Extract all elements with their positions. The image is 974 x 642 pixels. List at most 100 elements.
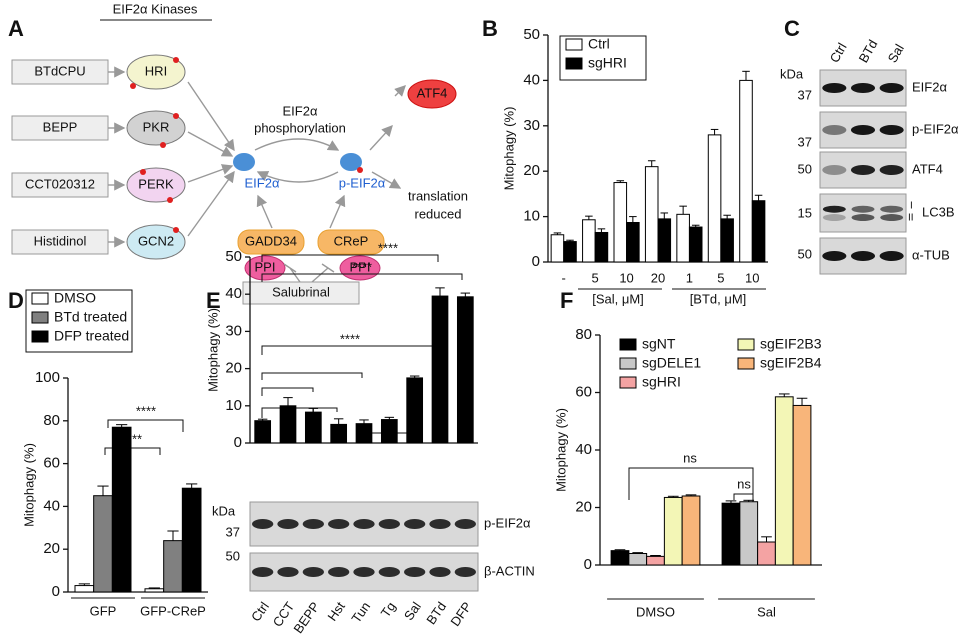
legend-swatch (31, 311, 49, 324)
error-bar (359, 419, 369, 424)
blot-band (822, 83, 847, 93)
bar (739, 501, 759, 566)
panel-label: F (560, 288, 573, 313)
kda-label: kDa (780, 66, 804, 81)
kinases: HRI PKR PERK GCN2 (126, 54, 235, 260)
y-tick-label: 50 (225, 248, 242, 265)
error-bar (409, 375, 420, 378)
sig-bracket (261, 407, 338, 418)
y-tick-label: 10 (523, 208, 540, 225)
p-eif2a-label: p-EIF2α (339, 175, 386, 190)
phospho-dot (173, 227, 179, 233)
arrow (256, 194, 273, 229)
bar (582, 219, 596, 263)
legend-swatch (565, 38, 583, 51)
bar (431, 295, 449, 444)
legend-label: DMSO (54, 290, 96, 306)
phosphatase-shape (237, 229, 305, 255)
atf4-shape (407, 79, 457, 109)
blot-band (850, 125, 876, 135)
bar (720, 218, 734, 263)
y-tick-label: 40 (225, 285, 242, 302)
bar (304, 411, 322, 444)
blot-background (819, 193, 907, 233)
error-bar (148, 587, 160, 589)
blot-band (277, 567, 299, 577)
error-bar (629, 216, 637, 223)
mw-marker: 50 (798, 161, 812, 176)
y-axis-label: Mitophagy (%) (501, 107, 516, 191)
ppi-label: PPI (255, 259, 276, 274)
bar (74, 585, 95, 593)
x-tick-label: Tg (378, 599, 399, 620)
arrow (187, 81, 235, 152)
legend-label: sgDELE1 (642, 355, 701, 371)
eif2a-label: EIF2α (245, 175, 280, 190)
blot-band (454, 519, 476, 529)
legend-label: sgHRI (588, 55, 627, 71)
error-bar (754, 194, 763, 201)
blot-band (353, 567, 375, 577)
protein-label: LC3B (922, 204, 955, 219)
bar (380, 419, 398, 444)
phospho-dot (167, 197, 173, 203)
outcome-label: translation (408, 188, 468, 203)
error-bar (97, 485, 109, 496)
y-tick-label: 80 (43, 412, 60, 429)
arrow (329, 194, 346, 229)
error-bar (597, 228, 606, 233)
legend-swatch (619, 376, 637, 389)
blot-band (404, 567, 426, 577)
protein-label: β-ACTIN (484, 563, 535, 578)
sig-label: **** (136, 403, 156, 418)
y-tick-label: 40 (575, 441, 592, 458)
error-bar (308, 407, 319, 413)
bar (739, 79, 753, 263)
error-bar (725, 500, 737, 504)
arrow (369, 124, 393, 151)
blot-band (252, 519, 274, 529)
panel-label: A (8, 16, 24, 41)
bar (721, 502, 741, 566)
process-label: EIF2α (283, 103, 318, 118)
y-tick-label: 20 (523, 162, 540, 179)
legend-swatch (31, 330, 49, 343)
atf4-label: ATF4 (417, 85, 448, 100)
legend-label: BTd treated (54, 309, 127, 325)
mw-marker: 37 (226, 524, 240, 539)
x-tick-label: DFP (447, 599, 474, 629)
error-bar (566, 239, 574, 242)
drug-boxes: BTdCPU BEPP CCT020312 Histidinol (11, 59, 126, 255)
sig-label: **** (340, 331, 360, 346)
mw-marker: 37 (798, 87, 812, 102)
legend-swatch (619, 338, 637, 351)
x-tick-label: GFP (90, 603, 117, 618)
blot-band (429, 519, 451, 529)
mw-marker: 50 (226, 548, 240, 563)
blot-band (252, 567, 274, 577)
y-tick-label: 30 (523, 117, 540, 134)
kinase-shape (126, 167, 186, 203)
drug-box (11, 115, 109, 141)
blot-band (879, 251, 904, 261)
error-bar (460, 292, 471, 297)
blot-band (429, 567, 451, 577)
kinase-label: GCN2 (138, 233, 174, 248)
x-tick-label: GFP-CReP (140, 603, 206, 618)
bar (355, 423, 373, 444)
x-tick-label: Hst (324, 599, 348, 624)
bar (646, 555, 665, 566)
blot-band (822, 205, 846, 213)
protein-label: EIF2α (912, 79, 947, 94)
error-bar (585, 215, 593, 220)
inhibition (283, 263, 301, 283)
blot-band (328, 519, 350, 529)
y-tick-label: 0 (52, 583, 60, 600)
error-bar (660, 212, 669, 219)
sig-bracket (261, 387, 314, 396)
error-bar (650, 555, 661, 557)
x-tick-label: BTd (423, 599, 449, 627)
phospho-dot (173, 113, 179, 119)
sig-label: ns (737, 476, 751, 491)
outcome-label: reduced (415, 206, 462, 221)
